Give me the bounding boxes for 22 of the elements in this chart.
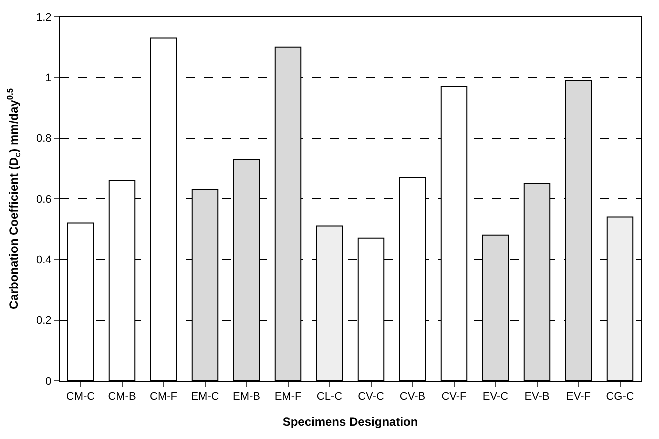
x-tick-label: CV-F [442, 391, 468, 404]
x-axis-title: Specimens Designation [282, 415, 418, 430]
x-tick-label: CM-B [108, 391, 136, 404]
x-tick-label: EV-B [524, 391, 550, 404]
y-tick-label: 0.6 [36, 194, 52, 206]
y-tick-label: 1 [46, 72, 52, 85]
x-tick-label: CV-C [358, 391, 384, 404]
y-tick-label: 0 [46, 376, 52, 388]
x-tick-label: EM-C [191, 391, 220, 404]
x-tick-label: EM-F [274, 391, 302, 404]
x-tick-label: CM-C [66, 391, 96, 404]
x-tick-label: EV-F [566, 391, 592, 404]
x-tick-label: CV-B [400, 391, 426, 404]
x-tick-label: CM-F [150, 391, 178, 404]
x-tick-label: EM-B [233, 391, 260, 404]
y-tick-label: 0.8 [36, 133, 52, 146]
y-tick-label: 0.4 [36, 254, 52, 267]
y-tick-label: 0.2 [36, 315, 52, 328]
x-tick-label: CL-C [316, 391, 343, 404]
x-tick-label: CG-C [606, 391, 634, 404]
x-tick-label: EV-C [482, 391, 509, 404]
y-tick-label: 1.2 [36, 12, 52, 24]
